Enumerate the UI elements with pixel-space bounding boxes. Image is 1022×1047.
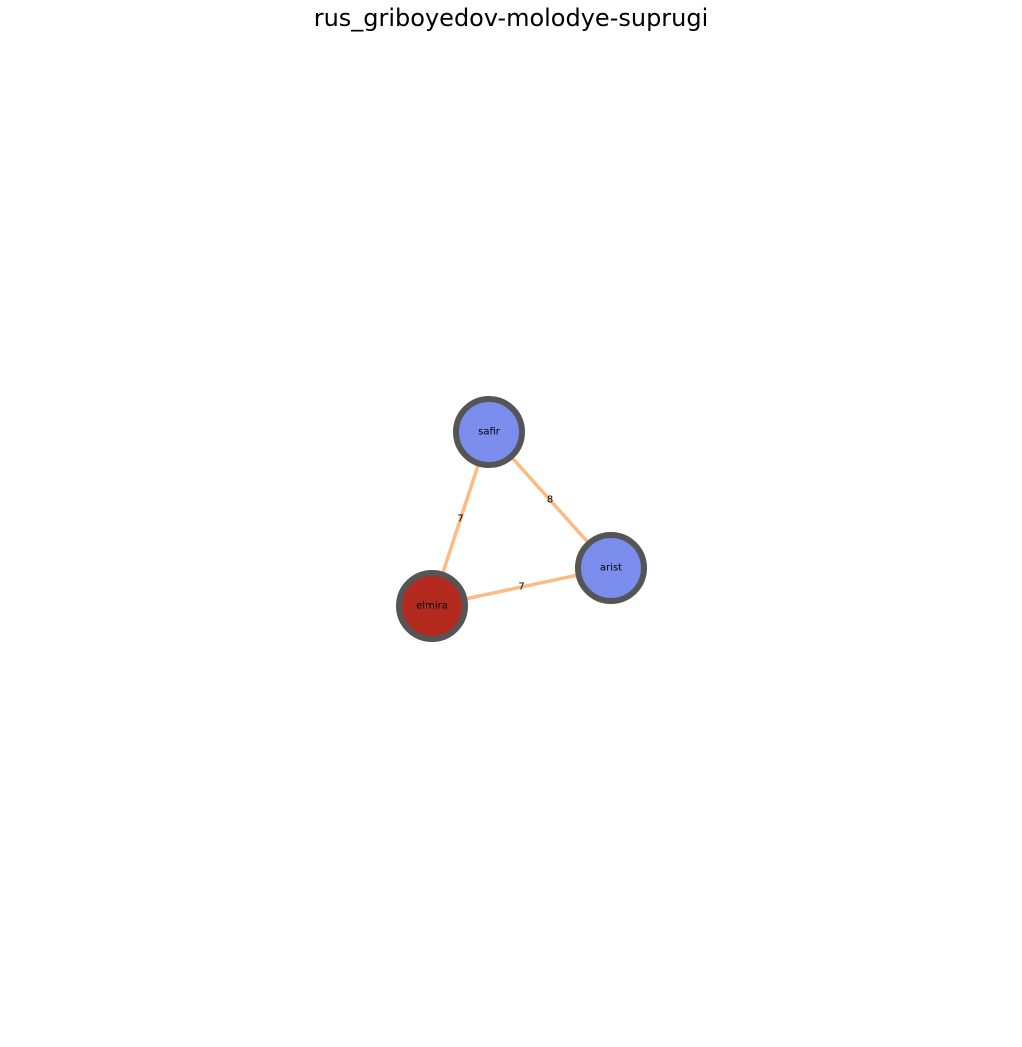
nodes-layer: safir arist elmira: [396, 396, 647, 642]
page-title: rus_griboyedov-molodye-suprugi: [313, 4, 709, 32]
node-label-safir: safir: [478, 427, 501, 438]
edge-labels-layer: 8 7 7: [457, 495, 553, 593]
edge-label-elmira-arist: 7: [518, 582, 524, 593]
edge-label-safir-elmira: 7: [457, 514, 463, 525]
edge-label-safir-arist: 8: [547, 495, 553, 506]
node-arist: arist: [575, 532, 647, 604]
node-elmira: elmira: [396, 570, 468, 642]
node-circle-safir: [453, 396, 525, 468]
node-safir: safir: [453, 396, 525, 468]
node-circle-arist: [575, 532, 647, 604]
node-label-elmira: elmira: [416, 601, 448, 612]
node-circle-elmira: [396, 570, 468, 642]
node-label-arist: arist: [600, 563, 622, 574]
